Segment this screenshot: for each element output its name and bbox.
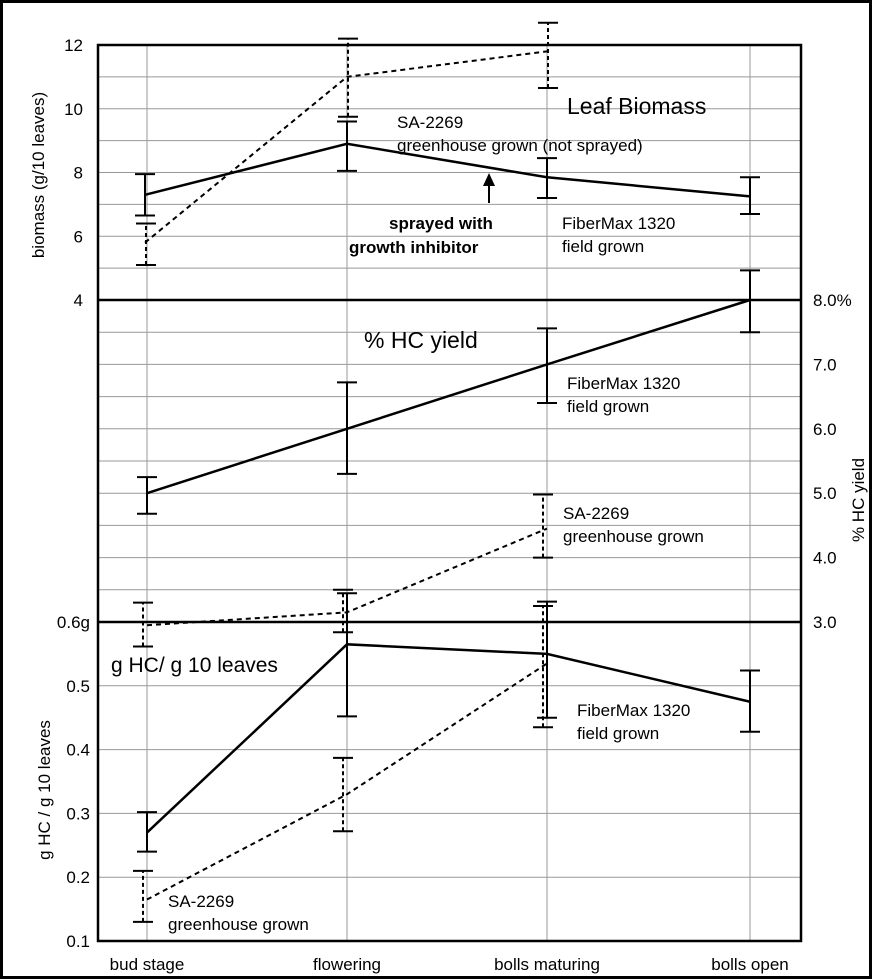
error-bar-sa-panel1 — [338, 37, 358, 118]
ytick-label: 7.0 — [813, 355, 837, 374]
error-bar-sa-panel2 — [133, 601, 153, 648]
annotation-arrow-head — [483, 173, 495, 186]
ytick-label: 0.3 — [66, 804, 90, 823]
series-label-sa: greenhouse grown — [168, 915, 309, 934]
error-bar-sa-panel3 — [333, 756, 353, 833]
series-label-fm: FiberMax 1320 — [562, 214, 675, 233]
series-label-fm: field grown — [562, 237, 644, 256]
ytick-label: 4 — [74, 291, 83, 310]
series-line-sa-panel1 — [144, 50, 548, 244]
error-bar-fm-panel2 — [137, 476, 157, 515]
series-line-sa-panel3 — [146, 662, 548, 901]
error-bar-sa-panel2 — [333, 588, 353, 634]
ylabel-g-hc: g HC / g 10 leaves — [35, 720, 54, 860]
error-bar-fm-panel2 — [537, 327, 557, 405]
ytick-label: 10 — [64, 100, 83, 119]
series-label-fm: field grown — [577, 724, 659, 743]
error-bar-sa-panel2 — [533, 493, 553, 559]
ylabel-biomass: biomass (g/10 leaves) — [29, 92, 48, 258]
error-bar-sa-panel1 — [136, 222, 156, 266]
ytick-label: 3.0 — [813, 613, 837, 632]
ytick-label: 0.4 — [66, 741, 90, 760]
series-line-fm-panel2 — [146, 298, 751, 495]
error-bar-fm-panel3 — [740, 669, 760, 733]
ytick-label: 0.1 — [66, 932, 90, 951]
error-bar-sa-panel3 — [133, 869, 153, 923]
panel-title-g-hc: g HC/ g 10 leaves — [111, 654, 278, 677]
ytick-label: 8.0% — [813, 291, 852, 310]
panel-title-leaf-biomass: Leaf Biomass — [567, 93, 706, 119]
series-label-sa: SA-2269 — [168, 892, 234, 911]
ytick-label: 0.5 — [66, 677, 90, 696]
series-label-sa: SA-2269 — [397, 113, 463, 132]
series-label-fm: FiberMax 1320 — [567, 374, 680, 393]
xtick-label: flowering — [313, 955, 381, 974]
error-bar-sa-panel1 — [538, 21, 558, 90]
labels-layer: 4 6 8 10 12 3.0 4.0 5.0 6.0 7.0 8.0% 0.1 0.2 0.3 0.4 0.… — [29, 36, 868, 974]
ytick-label: 12 — [64, 36, 83, 55]
error-bar-fm-panel3 — [137, 811, 157, 853]
error-bar-fm-panel3 — [337, 592, 357, 718]
series-line-fm-panel3 — [146, 643, 751, 834]
series-label-fm: FiberMax 1320 — [577, 701, 690, 720]
error-bar-fm-panel1 — [135, 173, 155, 217]
error-bar-fm-panel2 — [740, 269, 760, 334]
ylabel-hc-yield: % HC yield — [849, 458, 868, 542]
error-bar-sa-panel3 — [533, 605, 553, 729]
xtick-label: bolls maturing — [494, 955, 600, 974]
panel-title-hc-yield: % HC yield — [364, 327, 478, 353]
ytick-label: 4.0 — [813, 549, 837, 568]
series-label-sa: greenhouse grown — [563, 527, 704, 546]
error-bar-fm-panel1 — [537, 157, 557, 199]
plot-border — [96, 43, 803, 943]
error-bar-fm-panel2 — [337, 381, 357, 475]
xtick-label: bud stage — [110, 955, 185, 974]
annotation-sprayed: growth inhibitor — [349, 238, 479, 257]
series-line-fm-panel1 — [144, 142, 751, 198]
series-label-fm: field grown — [567, 397, 649, 416]
ytick-label: 8 — [74, 164, 83, 183]
ytick-label: 0.2 — [66, 868, 90, 887]
ytick-label: 6 — [74, 227, 83, 246]
series-layer — [133, 21, 760, 923]
ytick-label: 5.0 — [813, 484, 837, 503]
series-label-sa: SA-2269 — [563, 504, 629, 523]
ytick-label: 0.6g — [57, 613, 90, 632]
ytick-label: 6.0 — [813, 420, 837, 439]
error-bar-fm-panel3 — [537, 600, 557, 719]
annotation-sprayed: sprayed with — [389, 214, 493, 233]
grid — [98, 45, 801, 941]
error-bar-fm-panel1 — [740, 176, 760, 215]
series-label-sa: greenhouse grown (not sprayed) — [397, 136, 643, 155]
xtick-label: bolls open — [711, 955, 789, 974]
error-bar-fm-panel1 — [337, 120, 357, 172]
